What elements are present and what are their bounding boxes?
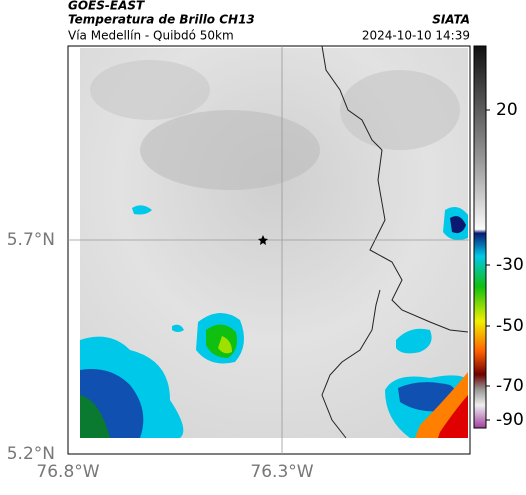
- colorbar-tick-label: -50: [496, 316, 524, 336]
- colorbar: [473, 45, 487, 429]
- title: Temperatura de Brillo CH13: [68, 13, 255, 27]
- timestamp: 2024-10-10 14:39: [362, 29, 470, 43]
- colorbar-ticks: 20 -30 -50 -70 -90: [486, 100, 524, 430]
- colorbar-tick-label: -30: [496, 255, 524, 275]
- agency: SIATA: [432, 13, 470, 27]
- border-line: [321, 45, 469, 439]
- lon-label: 76.8°W: [36, 462, 99, 482]
- lat-label: 5.7°N: [7, 230, 55, 250]
- colorbar-tick-label: -90: [496, 410, 524, 430]
- location-star: [258, 235, 268, 245]
- colorbar-tick-label: -70: [496, 376, 524, 396]
- map-area: [67, 45, 471, 455]
- source: GOES-EAST: [68, 0, 145, 13]
- lon-label: 76.3°W: [250, 462, 313, 482]
- subtitle: Vía Medellín - Quibdó 50km: [68, 29, 234, 43]
- colorbar-tick-label: 20: [496, 100, 518, 120]
- lat-label: 5.2°N: [7, 444, 55, 464]
